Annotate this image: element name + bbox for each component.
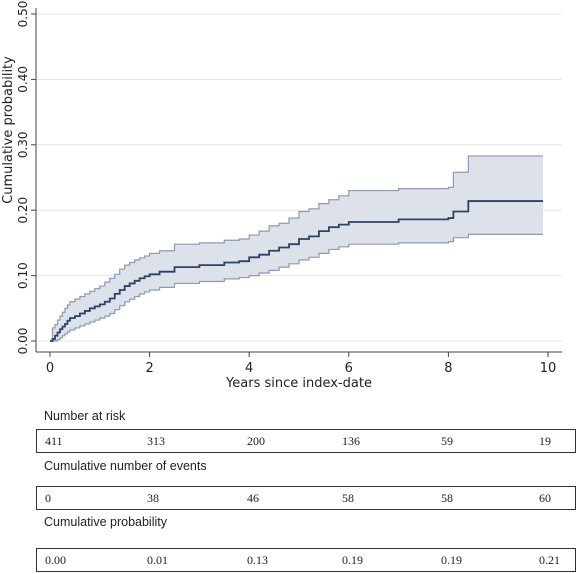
events-cell: 58 (342, 491, 354, 505)
x-ticks: 0 2 4 6 8 10 (46, 352, 556, 376)
x-tick-label: 6 (345, 361, 353, 376)
probability-cell: 0.01 (147, 553, 168, 567)
number-at-risk-label: Number at risk (44, 409, 126, 423)
risk-cell: 313 (147, 434, 165, 448)
events-cell: 58 (441, 491, 453, 505)
x-tick-label: 4 (245, 361, 253, 376)
risk-cell: 59 (441, 434, 453, 448)
cumulative-events-label: Cumulative number of events (44, 459, 207, 473)
risk-cell: 19 (539, 434, 551, 448)
risk-cell: 200 (247, 434, 265, 448)
events-cell: 0 (45, 491, 51, 505)
cumulative-events-row: 0 38 46 58 58 60 (36, 486, 576, 510)
events-cell: 46 (247, 491, 259, 505)
probability-cell: 0.21 (539, 553, 560, 567)
cumulative-probability-row: 0.00 0.01 0.13 0.19 0.19 0.21 (36, 548, 576, 572)
probability-cell: 0.19 (441, 553, 462, 567)
km-chart: 0.00 0.10 0.20 0.30 0.40 0.50 0 2 4 6 8 10 Years s… (16, 1, 562, 391)
confidence-band-upper-edge (50, 155, 544, 342)
x-tick-label: 2 (145, 361, 153, 376)
probability-cell: 0.19 (342, 553, 363, 567)
cumulative-probability-curve (50, 200, 544, 342)
number-at-risk-row: 411 313 200 136 59 19 (36, 429, 576, 453)
confidence-band-lower-edge (50, 233, 544, 342)
x-axis-title: Years since index-date (225, 376, 372, 391)
x-tick-label: 10 (540, 361, 557, 376)
events-cell: 60 (539, 491, 551, 505)
y-tick-label: 0.30 (16, 131, 30, 158)
y-axis-title-wrap: Cumulative probability (1, 56, 16, 204)
probability-cell: 0.00 (45, 553, 66, 567)
risk-cell: 411 (45, 434, 63, 448)
probability-cell: 0.13 (247, 553, 268, 567)
events-cell: 38 (147, 491, 159, 505)
cumulative-probability-label: Cumulative probability (44, 515, 167, 529)
y-tick-label: 0.00 (16, 328, 30, 355)
y-tick-label: 0.40 (16, 66, 30, 93)
x-tick-label: 8 (444, 361, 452, 376)
confidence-band (50, 155, 544, 341)
y-tick-label: 0.10 (16, 262, 30, 289)
risk-cell: 136 (342, 434, 360, 448)
x-tick-label: 0 (46, 361, 54, 376)
y-axis-title: Cumulative probability (1, 56, 16, 204)
y-tick-label: 0.50 (16, 1, 30, 28)
y-tick-label: 0.20 (16, 197, 30, 224)
y-ticks: 0.00 0.10 0.20 0.30 0.40 0.50 (16, 1, 36, 355)
